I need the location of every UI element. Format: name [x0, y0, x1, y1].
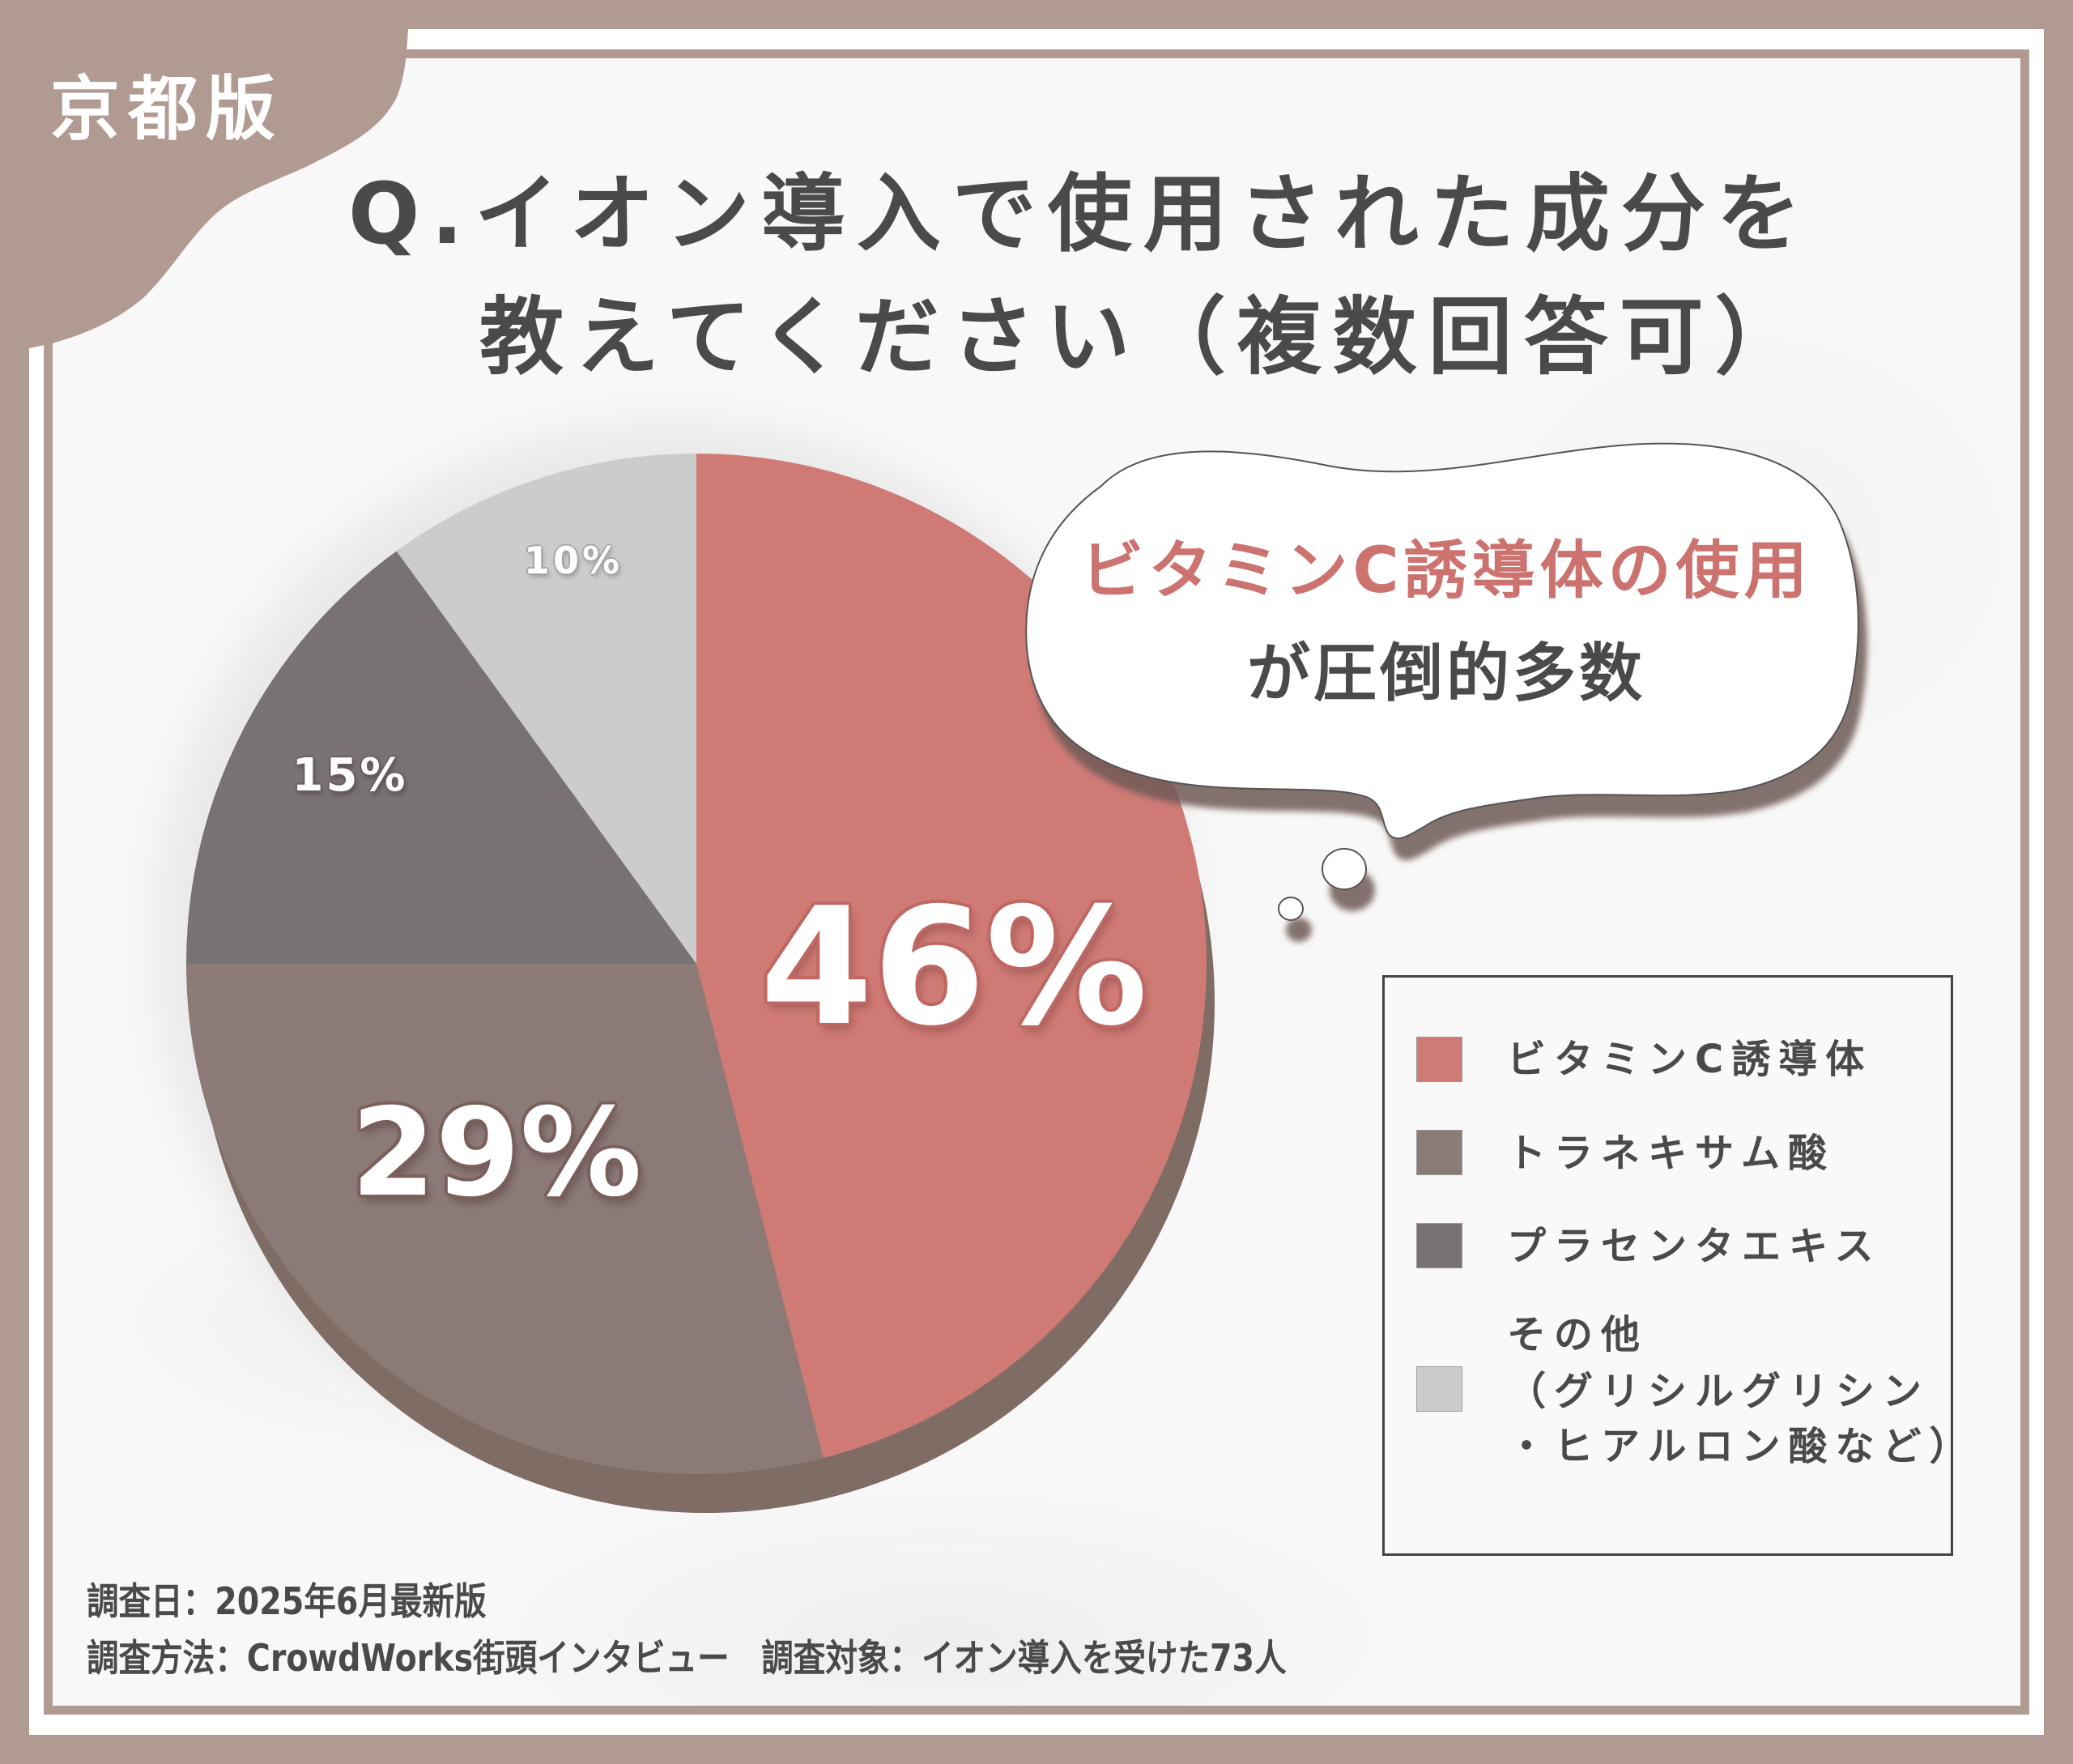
legend-label-vitamin-c: ビタミンC誘導体: [1507, 1037, 1873, 1082]
chart-legend: [1382, 975, 1953, 1556]
legend-swatch-other: [1416, 1366, 1462, 1412]
legend-swatch-vitamin-c: [1416, 1037, 1462, 1082]
legend-label-tranexamic: トラネキサム酸: [1507, 1131, 1836, 1176]
pie-slice-other: [396, 454, 696, 964]
survey-date: 調査日：2025年6月最新版: [87, 1579, 487, 1623]
legend-label-other-line1: その他: [1507, 1312, 1649, 1357]
legend-swatch-placenta: [1416, 1223, 1462, 1268]
callout-text: が圧倒的多数: [1246, 637, 1645, 710]
slice-label-other: 10%: [523, 539, 624, 582]
callout-highlight: ビタミンC誘導体の使用: [1080, 535, 1812, 607]
pie-slice-placenta: [186, 551, 696, 964]
question-title-line1: Q.イオン導入で使用された成分を: [348, 164, 1812, 263]
legend-label-other-line2: （グリシルグリシン: [1507, 1369, 1930, 1414]
legend-label-placenta: プラセンタエキス: [1507, 1224, 1882, 1269]
pie-slice-tranexamic: [186, 964, 824, 1474]
question-title-line2: 教えてください（複数回答可）: [479, 288, 1811, 386]
edition-badge: 京都版: [50, 69, 283, 150]
bubble-body: [1025, 442, 1859, 840]
bubble-dot-small: [1278, 897, 1304, 921]
legend-swatch-tranexamic: [1416, 1130, 1462, 1175]
slice-label-placenta: 15%: [292, 749, 408, 802]
slice-label-vitamin-c: 46%: [760, 873, 1148, 1062]
survey-method-and-target: 調査方法：CrowdWorks街頭インタビュー 調査対象：イオン導入を受けた73…: [87, 1636, 1287, 1680]
inner-frame-border: [44, 49, 2029, 1715]
slice-label-tranexamic: 29%: [351, 1083, 642, 1224]
legend-label-other-line3: ・ヒアルロン酸など）: [1507, 1424, 1977, 1469]
bubble-dot-large: [1322, 848, 1367, 890]
